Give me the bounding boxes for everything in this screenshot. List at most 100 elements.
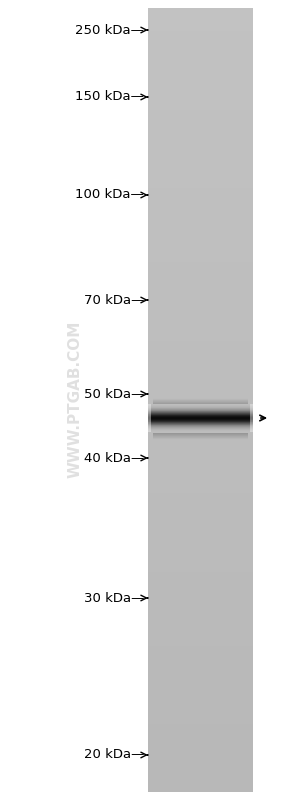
Bar <box>148 352 253 357</box>
Bar <box>148 333 253 338</box>
Bar <box>148 478 253 483</box>
Bar <box>148 603 253 608</box>
Bar <box>250 404 253 432</box>
Bar <box>148 404 151 432</box>
Bar <box>153 399 248 400</box>
Bar <box>148 618 253 624</box>
Bar <box>148 654 253 659</box>
Bar <box>148 768 253 773</box>
Bar <box>148 497 253 503</box>
Bar <box>148 188 253 193</box>
Bar <box>148 403 253 408</box>
Bar <box>148 117 253 122</box>
Bar <box>148 404 151 432</box>
Bar <box>153 432 248 434</box>
Bar <box>148 779 253 784</box>
Bar <box>148 270 253 275</box>
Bar <box>148 196 253 201</box>
Bar <box>148 744 253 749</box>
Bar <box>148 360 253 365</box>
Bar <box>148 113 253 118</box>
Bar <box>148 392 253 396</box>
Bar <box>148 634 253 639</box>
Bar <box>148 153 253 157</box>
Bar <box>148 729 253 733</box>
Bar <box>148 509 253 514</box>
Bar <box>148 192 253 197</box>
Bar <box>148 286 253 291</box>
Bar <box>148 411 253 416</box>
Bar <box>250 404 253 432</box>
Bar <box>148 384 253 389</box>
Bar <box>148 200 253 205</box>
Bar <box>148 141 253 146</box>
Bar <box>148 646 253 651</box>
Bar <box>148 177 253 181</box>
Bar <box>153 404 248 406</box>
Bar <box>148 407 253 412</box>
Bar <box>148 24 253 29</box>
Bar <box>148 599 253 604</box>
Bar <box>148 63 253 68</box>
Bar <box>148 642 253 647</box>
Bar <box>148 568 253 573</box>
Bar <box>148 247 253 252</box>
Bar <box>148 294 253 299</box>
Bar <box>148 552 253 557</box>
Bar <box>250 404 253 432</box>
Bar <box>148 204 253 209</box>
Bar <box>148 259 253 264</box>
Bar <box>148 427 253 431</box>
Bar <box>250 404 253 432</box>
Bar <box>148 540 253 546</box>
Bar <box>148 39 253 44</box>
Bar <box>148 90 253 95</box>
Bar <box>148 31 253 37</box>
Bar <box>250 404 253 432</box>
Bar <box>148 533 253 538</box>
Bar <box>148 298 253 303</box>
Bar <box>148 764 253 769</box>
Bar <box>148 129 253 134</box>
Bar <box>148 740 253 745</box>
Bar <box>148 47 253 52</box>
Bar <box>148 658 253 663</box>
Bar <box>148 423 253 428</box>
Bar <box>148 736 253 741</box>
Bar <box>148 235 253 240</box>
Bar <box>148 513 253 518</box>
Bar <box>250 404 253 432</box>
Bar <box>250 404 253 432</box>
Bar <box>148 404 151 432</box>
Bar <box>148 86 253 91</box>
Bar <box>148 455 253 459</box>
Bar <box>148 388 253 392</box>
Bar <box>148 439 253 443</box>
Bar <box>148 470 253 475</box>
Bar <box>148 169 253 173</box>
Bar <box>153 398 248 400</box>
Bar <box>148 282 253 287</box>
Bar <box>148 404 151 432</box>
Bar <box>148 721 253 725</box>
Text: 70 kDa—: 70 kDa— <box>84 293 144 307</box>
Bar <box>153 401 248 403</box>
Bar <box>148 752 253 757</box>
Bar <box>148 678 253 682</box>
Bar <box>148 404 151 432</box>
Bar <box>148 67 253 72</box>
Bar <box>148 591 253 596</box>
Bar <box>148 771 253 777</box>
Bar <box>148 212 253 217</box>
Bar <box>148 544 253 549</box>
Bar <box>148 274 253 279</box>
Bar <box>148 396 253 400</box>
Bar <box>148 380 253 385</box>
Bar <box>250 404 253 432</box>
Bar <box>148 404 151 432</box>
Bar <box>148 313 253 318</box>
Bar <box>148 109 253 115</box>
Bar <box>148 51 253 56</box>
Bar <box>250 404 253 432</box>
Bar <box>148 614 253 620</box>
